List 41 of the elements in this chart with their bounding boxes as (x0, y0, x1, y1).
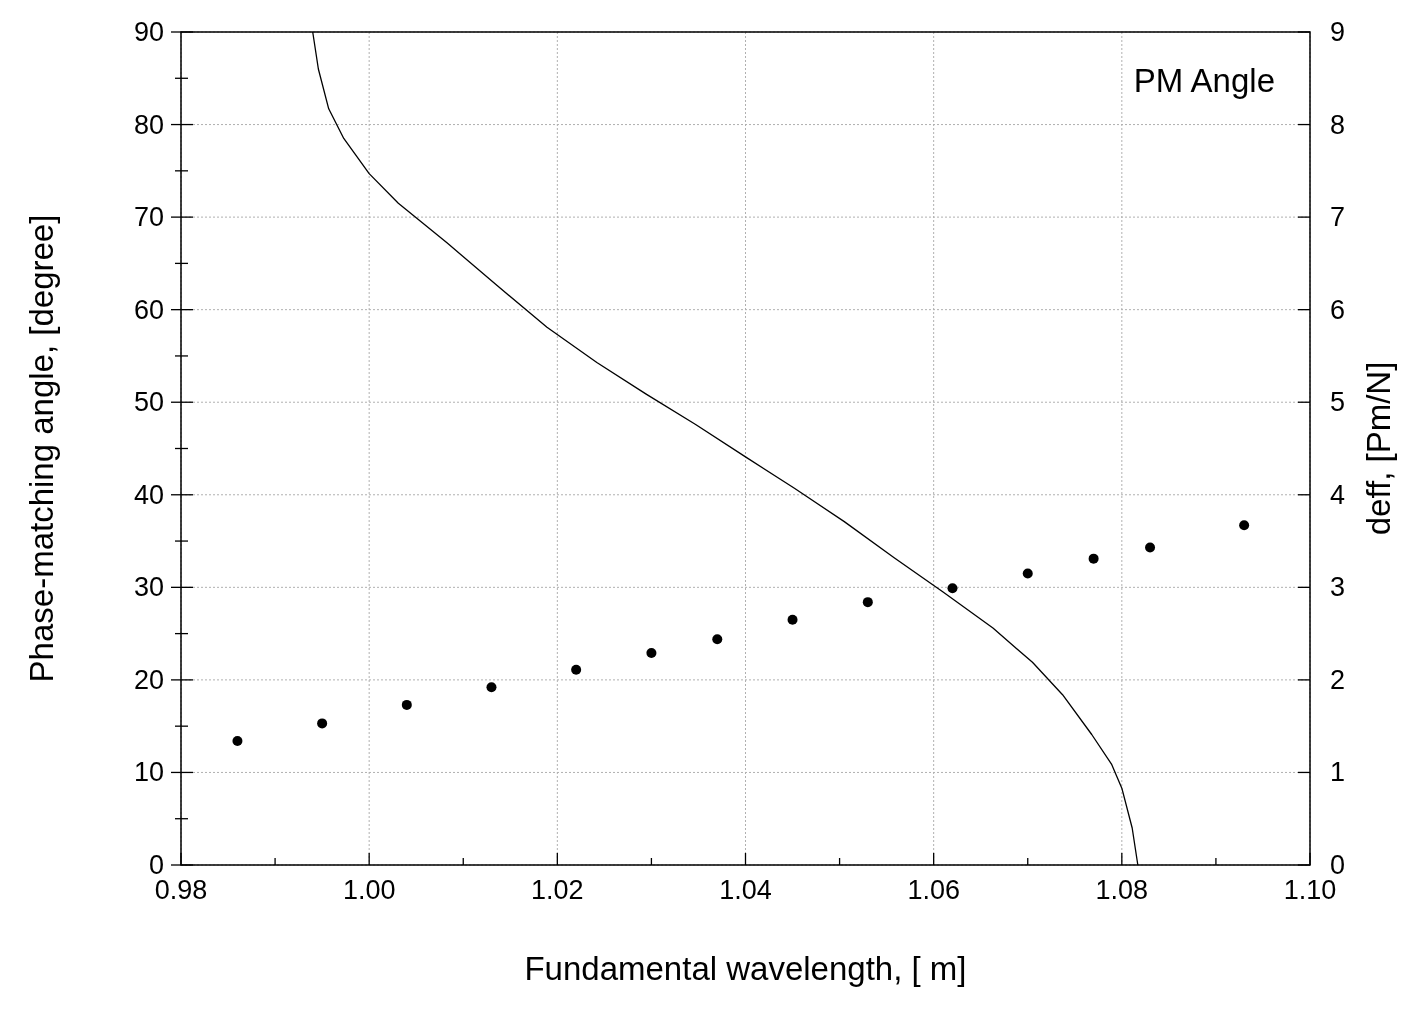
point (712, 634, 723, 645)
point (1145, 542, 1156, 553)
y2-tick-label: 2 (1330, 664, 1346, 695)
y2-tick-label: 5 (1330, 387, 1346, 418)
annotation: PM Angle (1133, 62, 1275, 99)
x-tick-label: 1.00 (342, 875, 396, 905)
x-tick-label: 1.04 (719, 875, 772, 905)
point (317, 718, 328, 729)
x-tick-label: 1.08 (1095, 875, 1149, 905)
y2-tick-label: 4 (1330, 479, 1346, 510)
y-tick-label: 80 (133, 109, 164, 140)
y-axis-title: Phase-matching angle, [degree] (23, 214, 60, 683)
y-tick-label: 20 (133, 664, 164, 695)
y-tick-label: 40 (133, 479, 164, 510)
y2-axis-title: deff, [Pm/N] (1360, 361, 1397, 536)
y2-tick-label: 8 (1330, 109, 1346, 140)
point (1239, 520, 1250, 531)
point (862, 597, 873, 608)
point (947, 583, 958, 594)
y-tick-label: 30 (133, 572, 164, 603)
y2-tick-label: 6 (1330, 294, 1346, 325)
y-tick-label: 50 (133, 387, 164, 418)
x-axis-title: Fundamental wavelength, [ m] (524, 950, 967, 987)
x-tick-label: 1.02 (531, 875, 584, 905)
point (646, 648, 657, 659)
y2-tick-label: 3 (1330, 572, 1346, 603)
point (232, 735, 243, 746)
y-tick-label: 60 (133, 294, 164, 325)
y-tick-label: 90 (133, 17, 164, 47)
point (787, 614, 798, 625)
point (401, 699, 412, 710)
point (1088, 553, 1099, 564)
x-tick-label: 1.06 (907, 875, 960, 905)
y-tick-label: 10 (133, 757, 164, 788)
y2-tick-label: 7 (1330, 202, 1346, 233)
point (571, 664, 582, 675)
point (1022, 568, 1033, 579)
point (486, 682, 497, 693)
y-tick-label: 70 (133, 202, 164, 233)
y2-tick-label: 9 (1330, 17, 1346, 47)
y2-tick-label: 1 (1330, 757, 1346, 788)
